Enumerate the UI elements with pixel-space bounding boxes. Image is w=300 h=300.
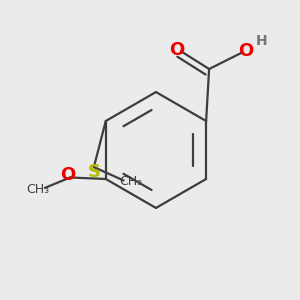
Text: S: S [87,164,101,181]
Text: CH₃: CH₃ [27,183,50,196]
Text: H: H [255,34,267,48]
Text: O: O [238,42,253,60]
Text: O: O [169,41,184,59]
Text: CH₃: CH₃ [119,175,142,188]
Text: O: O [60,166,76,184]
